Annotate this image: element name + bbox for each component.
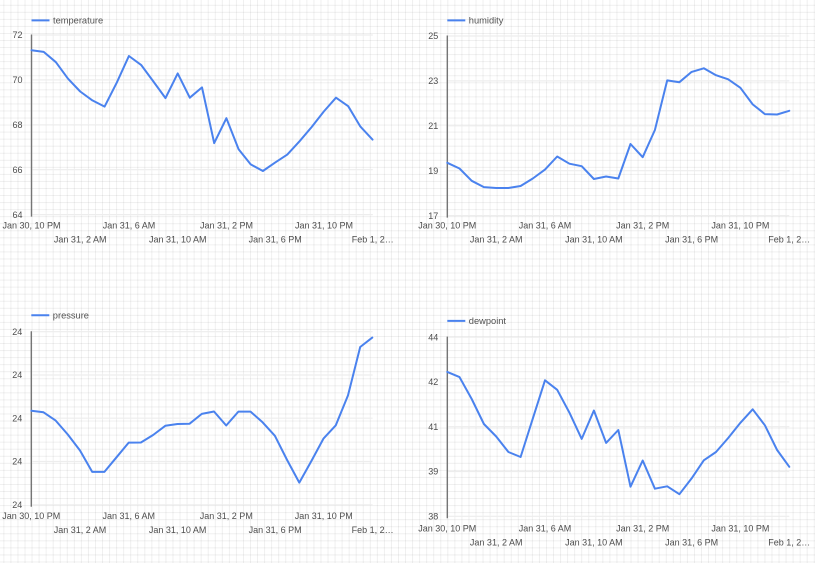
svg-text:70: 70 xyxy=(12,75,22,85)
svg-text:17: 17 xyxy=(428,211,438,221)
svg-text:38: 38 xyxy=(428,512,438,522)
svg-text:24: 24 xyxy=(12,327,22,337)
svg-text:19: 19 xyxy=(428,166,438,176)
svg-text:Jan 31, 2 AM: Jan 31, 2 AM xyxy=(470,538,523,548)
svg-text:24: 24 xyxy=(12,457,22,467)
svg-text:Feb 1, 2…: Feb 1, 2… xyxy=(768,235,810,245)
svg-text:23: 23 xyxy=(428,76,438,86)
svg-text:Jan 30, 10 PM: Jan 30, 10 PM xyxy=(418,524,476,534)
svg-text:24: 24 xyxy=(12,413,22,423)
svg-text:66: 66 xyxy=(12,165,22,175)
svg-text:21: 21 xyxy=(428,121,438,131)
svg-text:Jan 31, 6 PM: Jan 31, 6 PM xyxy=(665,235,718,245)
svg-text:72: 72 xyxy=(12,30,22,40)
svg-text:Jan 31, 10 AM: Jan 31, 10 AM xyxy=(149,525,207,535)
svg-text:pressure: pressure xyxy=(53,310,89,320)
svg-text:Jan 31, 10 AM: Jan 31, 10 AM xyxy=(565,538,623,548)
svg-text:humidity: humidity xyxy=(469,16,504,26)
svg-text:Jan 30, 10 PM: Jan 30, 10 PM xyxy=(418,221,476,231)
svg-text:24: 24 xyxy=(12,500,22,510)
svg-text:Jan 31, 2 AM: Jan 31, 2 AM xyxy=(470,235,523,245)
svg-text:Jan 31, 2 AM: Jan 31, 2 AM xyxy=(54,525,107,535)
svg-text:Jan 31, 10 AM: Jan 31, 10 AM xyxy=(149,235,207,245)
svg-text:44: 44 xyxy=(428,332,438,342)
svg-text:Jan 31, 6 PM: Jan 31, 6 PM xyxy=(665,538,718,548)
svg-text:Jan 31, 6 PM: Jan 31, 6 PM xyxy=(249,525,302,535)
svg-text:41: 41 xyxy=(428,422,438,432)
svg-text:Jan 31, 10 PM: Jan 31, 10 PM xyxy=(295,511,353,521)
svg-text:Jan 31, 6 AM: Jan 31, 6 AM xyxy=(103,221,156,231)
svg-text:temperature: temperature xyxy=(53,16,103,26)
svg-text:42: 42 xyxy=(428,377,438,387)
svg-text:Jan 31, 10 PM: Jan 31, 10 PM xyxy=(711,524,769,534)
svg-text:Jan 31, 6 PM: Jan 31, 6 PM xyxy=(249,235,302,245)
svg-text:25: 25 xyxy=(428,31,438,41)
svg-text:24: 24 xyxy=(12,370,22,380)
svg-text:Feb 1, 2…: Feb 1, 2… xyxy=(352,235,394,245)
svg-text:Jan 31, 10 PM: Jan 31, 10 PM xyxy=(295,221,353,231)
svg-text:Jan 31, 2 PM: Jan 31, 2 PM xyxy=(200,511,253,521)
svg-text:Jan 31, 6 AM: Jan 31, 6 AM xyxy=(519,221,572,231)
svg-text:Jan 31, 2 PM: Jan 31, 2 PM xyxy=(200,221,253,231)
svg-text:Jan 31, 10 AM: Jan 31, 10 AM xyxy=(565,235,623,245)
svg-text:Jan 31, 2 PM: Jan 31, 2 PM xyxy=(616,524,669,534)
svg-text:Jan 31, 6 AM: Jan 31, 6 AM xyxy=(519,524,572,534)
svg-text:Jan 30, 10 PM: Jan 30, 10 PM xyxy=(2,511,60,521)
svg-text:68: 68 xyxy=(12,120,22,130)
svg-text:Jan 31, 2 AM: Jan 31, 2 AM xyxy=(54,235,107,245)
svg-text:Feb 1, 2…: Feb 1, 2… xyxy=(768,538,810,548)
svg-text:dewpoint: dewpoint xyxy=(469,316,507,326)
svg-text:Jan 31, 10 PM: Jan 31, 10 PM xyxy=(711,221,769,231)
svg-text:Jan 31, 2 PM: Jan 31, 2 PM xyxy=(616,221,669,231)
svg-text:39: 39 xyxy=(428,467,438,477)
svg-text:64: 64 xyxy=(12,210,22,220)
svg-text:Jan 30, 10 PM: Jan 30, 10 PM xyxy=(2,221,60,231)
svg-text:Feb 1, 2…: Feb 1, 2… xyxy=(352,525,394,535)
svg-text:Jan 31, 6 AM: Jan 31, 6 AM xyxy=(103,511,156,521)
